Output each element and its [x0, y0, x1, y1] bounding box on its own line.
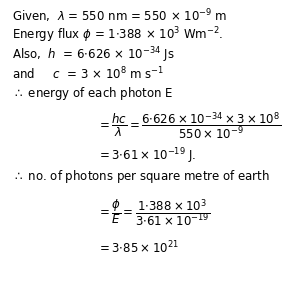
Text: $= \dfrac{\phi}{E} = \dfrac{1{\cdot}388 \times 10^{3}}{3{\cdot}61 \times 10^{-19: $= \dfrac{\phi}{E} = \dfrac{1{\cdot}388 …	[97, 197, 210, 228]
Text: $= 3{\cdot}61 \times 10^{-19}$ J.: $= 3{\cdot}61 \times 10^{-19}$ J.	[97, 146, 196, 166]
Text: and     $c$  = 3 $\times$ 10$^{8}$ m s$^{-1}$: and $c$ = 3 $\times$ 10$^{8}$ m s$^{-1}$	[12, 66, 164, 83]
Text: $= 3{\cdot}85 \times 10^{21}$: $= 3{\cdot}85 \times 10^{21}$	[97, 240, 178, 256]
Text: Given,  $\lambda$ = 550 nm = 550 $\times$ 10$^{-9}$ m: Given, $\lambda$ = 550 nm = 550 $\times$…	[12, 7, 227, 25]
Text: $\therefore$ no. of photons per square metre of earth: $\therefore$ no. of photons per square m…	[12, 168, 270, 185]
Text: $\therefore$ energy of each photon E: $\therefore$ energy of each photon E	[12, 85, 174, 102]
Text: Energy flux $\phi$ = 1$\cdot$388 $\times$ 10$^{3}$ Wm$^{-2}$.: Energy flux $\phi$ = 1$\cdot$388 $\times…	[12, 26, 223, 45]
Text: Also,  $h$  = 6$\cdot$626 $\times$ 10$^{-34}$ Js: Also, $h$ = 6$\cdot$626 $\times$ 10$^{-3…	[12, 45, 175, 65]
Text: $= \dfrac{hc}{\lambda} = \dfrac{6{\cdot}626 \times 10^{-34} \times 3 \times 10^{: $= \dfrac{hc}{\lambda} = \dfrac{6{\cdot}…	[97, 110, 281, 142]
